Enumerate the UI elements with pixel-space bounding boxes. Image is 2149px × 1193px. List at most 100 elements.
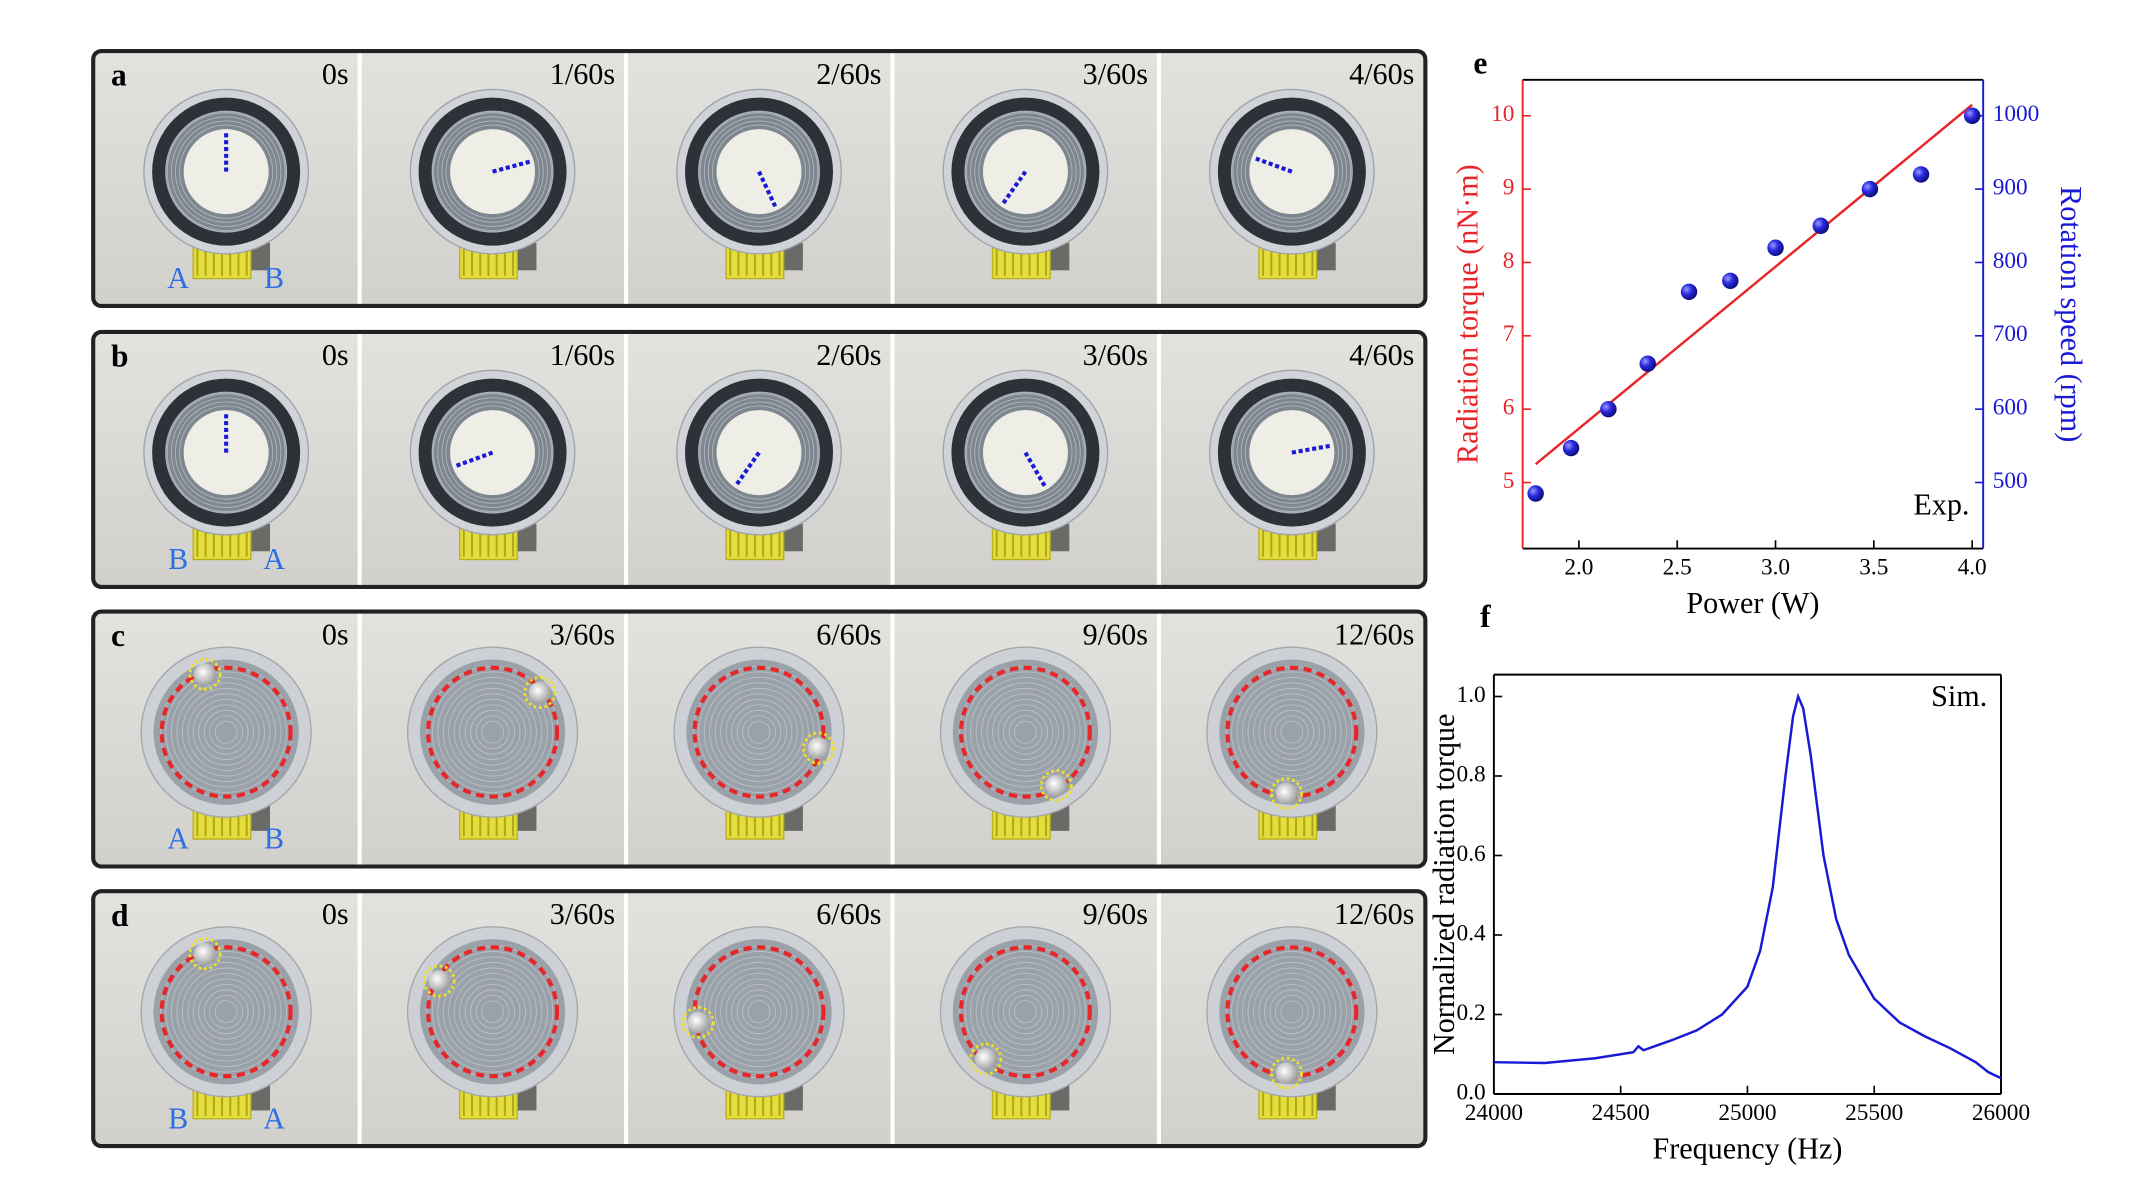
dish-groove xyxy=(464,983,521,1040)
dish-groove xyxy=(731,704,787,761)
data-point xyxy=(1600,400,1617,418)
dish-groove xyxy=(214,720,238,744)
dish-groove xyxy=(1264,704,1320,761)
frame-time: 0s xyxy=(322,57,349,91)
dish-groove xyxy=(214,1000,238,1024)
particle-marker xyxy=(188,657,222,691)
dish-floor xyxy=(952,939,1099,1085)
dish-groove xyxy=(731,983,787,1040)
dish-groove xyxy=(1269,709,1315,755)
data-point xyxy=(1912,166,1930,183)
dish-groove xyxy=(179,405,274,500)
dish-groove xyxy=(1253,972,1331,1051)
dish-groove xyxy=(431,951,554,1073)
dish-groove xyxy=(1244,124,1339,219)
particle-marker xyxy=(188,937,222,971)
y2-tick-label: 500 xyxy=(1993,468,2028,494)
x-tick-label: 2.5 xyxy=(1663,554,1692,580)
dish-groove xyxy=(176,962,276,1062)
track xyxy=(426,945,560,1079)
dish-groove xyxy=(1280,720,1304,744)
particle-marker xyxy=(681,1006,715,1039)
y-tick-label: 5 xyxy=(1503,468,1515,494)
dish-groove xyxy=(433,112,552,231)
particle-marker xyxy=(1039,769,1073,803)
frame-time: 0s xyxy=(322,338,349,372)
particle xyxy=(1275,782,1298,805)
dish-groove xyxy=(1236,397,1348,508)
dish-groove xyxy=(433,393,552,512)
dish-groove xyxy=(736,709,782,755)
dish-groove xyxy=(481,1000,504,1024)
frame-time: 3/60s xyxy=(1083,57,1148,91)
frame-time: 3/60s xyxy=(550,618,615,652)
dish-groove xyxy=(1247,687,1337,777)
particle-marker xyxy=(422,964,456,998)
dish-groove xyxy=(203,989,249,1035)
dish-groove xyxy=(475,994,510,1029)
dish-groove xyxy=(709,682,809,782)
photo-panel: 0s 3/60s 6/60s 9/60s 12/60s d B A xyxy=(91,889,1428,1149)
y2-tick-label: 600 xyxy=(1993,395,2028,421)
dish-groove xyxy=(1244,405,1339,500)
dish-groove xyxy=(966,112,1085,231)
frame-time: 1/60s xyxy=(550,338,615,372)
panel-frame xyxy=(91,48,1428,309)
dish-groove xyxy=(176,682,276,782)
dish-groove xyxy=(459,698,526,766)
frame-time: 4/60s xyxy=(1349,57,1414,91)
dish-groove xyxy=(1264,983,1320,1040)
y2-tick-label: 800 xyxy=(1993,248,2028,274)
particle xyxy=(974,1048,997,1070)
panel-label: d xyxy=(111,898,129,933)
dish-groove xyxy=(1280,1000,1304,1024)
y-tick-label: 0.4 xyxy=(1457,920,1486,946)
dish-floor xyxy=(686,659,832,805)
dish-groove xyxy=(1003,989,1048,1035)
frame-time: 0s xyxy=(322,897,349,931)
dish-groove xyxy=(986,693,1065,771)
dish-groove xyxy=(475,715,510,750)
dish-groove xyxy=(448,687,537,777)
y-axis-label: Normalized radiation torque xyxy=(1427,714,1461,1055)
dish-groove xyxy=(970,956,1081,1068)
data-point xyxy=(1963,107,1981,124)
x-axis-label: Frequency (Hz) xyxy=(1652,1131,1842,1165)
track xyxy=(692,945,826,1079)
y-tick-label: 0.8 xyxy=(1457,761,1486,787)
particle xyxy=(687,1011,710,1034)
dish-groove xyxy=(459,978,526,1046)
track xyxy=(426,665,560,799)
panel-label: a xyxy=(111,58,127,93)
port-label: B xyxy=(168,1101,188,1135)
y-tick-label: 0.2 xyxy=(1457,1000,1486,1026)
dish-floor xyxy=(153,659,299,805)
dish-groove xyxy=(992,978,1059,1046)
dish-groove xyxy=(986,972,1065,1051)
dish-groove xyxy=(981,687,1070,777)
dish-groove xyxy=(1008,994,1043,1029)
dish-groove xyxy=(464,704,521,761)
track xyxy=(692,665,826,799)
panel-label: b xyxy=(111,339,129,374)
port-label: B xyxy=(168,542,188,576)
data-point xyxy=(1767,239,1784,257)
frame-time: 12/60s xyxy=(1334,897,1414,931)
annotation: Sim. xyxy=(1931,679,1987,713)
dish-groove xyxy=(1269,989,1315,1035)
y2-tick-label: 1000 xyxy=(1993,101,2040,127)
dish-groove xyxy=(978,124,1073,219)
data-point xyxy=(1722,272,1739,290)
dish-groove xyxy=(448,967,537,1057)
dish-groove xyxy=(707,401,811,504)
dish-groove xyxy=(453,972,532,1051)
dish-groove xyxy=(187,972,265,1051)
particle-marker xyxy=(969,1042,1003,1076)
chart: f 24000 24500 25000 25500 26000 0.0 0.2 0.4 0.6 0.… xyxy=(1427,599,2030,1165)
dish-groove xyxy=(198,704,254,761)
y2-axis-label: Rotation speed (rpm) xyxy=(2054,186,2088,442)
x-tick-label: 25000 xyxy=(1718,1100,1776,1126)
dish-groove xyxy=(166,112,286,231)
particle xyxy=(807,737,830,760)
dish-groove xyxy=(437,116,548,227)
